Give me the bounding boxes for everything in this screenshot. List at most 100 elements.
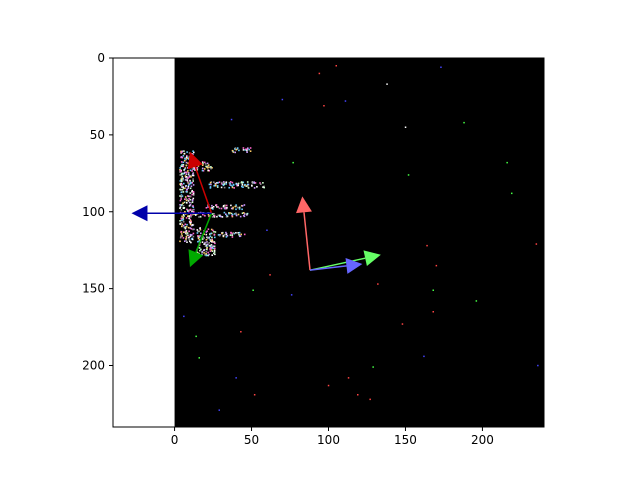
arrow-head [363, 250, 381, 267]
feature-pixel [254, 182, 257, 184]
feature-pixel [234, 147, 237, 149]
feature-pixel [191, 182, 194, 184]
feature-pixel [225, 183, 227, 185]
noise-point [432, 311, 434, 313]
feature-pixel [205, 207, 208, 209]
feature-pixel [212, 247, 215, 250]
feature-pixel [186, 210, 189, 212]
feature-pixel [213, 216, 216, 218]
feature-pixel [182, 218, 184, 221]
feature-pixel [208, 183, 211, 186]
feature-pixel [188, 210, 190, 213]
feature-pixel [191, 214, 194, 216]
feature-pixel [216, 215, 218, 218]
feature-pixel [199, 216, 202, 218]
feature-pixel [239, 215, 242, 218]
feature-pixel [186, 157, 188, 160]
feature-pixel [210, 249, 213, 251]
feature-pixel [231, 236, 234, 238]
feature-pixel [194, 214, 197, 216]
feature-pixel [179, 220, 181, 222]
arrow-layer [131, 151, 381, 274]
feature-pixel [184, 179, 187, 181]
y-tick-label: 150 [82, 282, 105, 296]
feature-pixel [183, 159, 186, 162]
feature-pixel [179, 199, 182, 202]
feature-pixel [251, 181, 254, 183]
feature-pixel [180, 217, 183, 220]
feature-pixel [189, 187, 192, 190]
feature-pixel [259, 182, 261, 184]
feature-pixel [212, 206, 215, 208]
feature-pixel [190, 181, 192, 184]
feature-pixel [187, 209, 189, 212]
feature-pixel [243, 204, 246, 206]
feature-pixel [224, 207, 227, 209]
feature-pixel [203, 161, 206, 164]
feature-pixel [235, 204, 237, 206]
feature-pixel [207, 169, 209, 172]
feature-pixel [182, 221, 185, 223]
feature-pixel [237, 213, 240, 216]
noise-point [198, 357, 200, 359]
feature-pixel [199, 228, 202, 231]
feature-pixel [203, 237, 205, 239]
feature-pixel [204, 241, 206, 244]
feature-pixel [199, 249, 201, 252]
feature-pixel [184, 231, 186, 234]
feature-pixel [230, 184, 232, 187]
feature-pixel [247, 187, 250, 189]
feature-pixel [182, 186, 184, 188]
feature-pixel [249, 150, 252, 152]
feature-pixel [196, 232, 199, 234]
feature-pixel [223, 181, 225, 183]
feature-pixel [180, 222, 183, 224]
feature-pixel [201, 253, 203, 256]
feature-pixel [191, 224, 194, 226]
feature-pixel [212, 241, 215, 243]
feature-pixel [240, 181, 243, 183]
feature-pixel [207, 236, 210, 239]
feature-pixel [185, 161, 188, 164]
feature-pixel [213, 213, 215, 215]
feature-pixel [182, 179, 185, 181]
feature-pixel [211, 250, 214, 252]
feature-pixel [213, 230, 215, 233]
feature-pixel [184, 240, 186, 242]
noise-point [506, 161, 508, 164]
feature-pixel [190, 176, 192, 178]
feature-pixel [234, 151, 236, 154]
feature-pixel [223, 211, 226, 214]
noise-point [235, 377, 237, 379]
feature-pixel [182, 237, 185, 239]
feature-pixel [180, 195, 183, 198]
feature-pixel [183, 182, 185, 185]
feature-pixel [189, 218, 192, 221]
feature-pixel [243, 212, 245, 214]
noise-point [372, 366, 374, 368]
x-tick-label: 100 [317, 433, 340, 447]
feature-pixel [185, 232, 187, 235]
feature-pixel [179, 167, 181, 169]
feature-pixel [202, 213, 204, 216]
noise-point [335, 65, 337, 67]
feature-pixel [242, 214, 245, 217]
feature-pixel [240, 233, 242, 236]
feature-pixel [225, 204, 228, 207]
feature-pixel [189, 208, 192, 211]
feature-pixel [187, 200, 190, 202]
feature-pixel [187, 195, 189, 197]
feature-pixel [201, 169, 204, 172]
feature-pixel [180, 178, 183, 181]
feature-pixel [235, 148, 238, 151]
feature-pixel [192, 191, 195, 193]
feature-pixel [187, 185, 190, 188]
feature-pixel [245, 148, 247, 150]
feature-pixel [239, 235, 242, 237]
feature-pixel [184, 171, 186, 174]
arrow-shaft [309, 265, 347, 271]
feature-pixel [225, 213, 227, 215]
feature-pixel [185, 158, 187, 161]
feature-pixel [213, 245, 216, 248]
noise-point [281, 98, 284, 101]
